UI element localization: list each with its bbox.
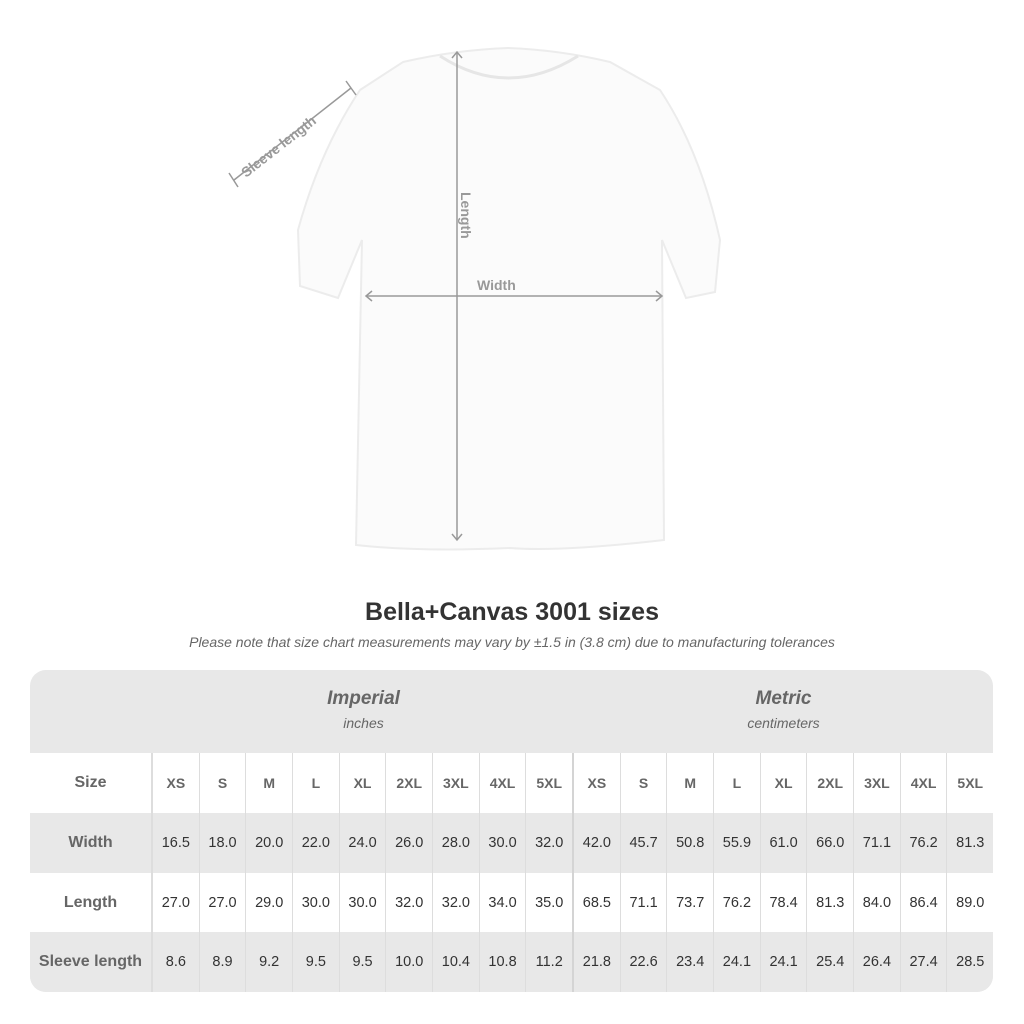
table-cell: 26.0 [386, 813, 434, 873]
table-cell: 89.0 [956, 894, 985, 911]
table-cell: 81.3 [807, 873, 855, 932]
size-header-cell: L [293, 753, 340, 813]
size-header-cell: L [714, 753, 761, 813]
table-cell: 81.3 [956, 835, 985, 851]
table-cell: 8.6 [153, 932, 200, 992]
table-cell: 45.7 [621, 813, 668, 873]
sleeve-length-row: Sleeve length 8.6 8.9 9.2 9.5 9.5 10.0 10.4 10.8… [30, 932, 993, 992]
table-cell: 76.2 [714, 873, 761, 932]
table-cell: 30.0 [293, 873, 340, 932]
measure-lines [228, 50, 664, 542]
metric-unit: centimeters [747, 715, 820, 731]
page-title: Bella+Canvas 3001 sizes [365, 598, 659, 626]
table-cell: 23.4 [667, 932, 715, 992]
table-cell: 55.9 [714, 813, 761, 873]
imperial-unit: inches [343, 715, 384, 731]
table-cell: 76.2 [901, 813, 948, 873]
table-cell: 28.5 [956, 954, 985, 970]
tshirt-illustration: Sleeve length Length Width [228, 46, 722, 551]
size-header-cell: 3XL [854, 753, 901, 813]
table-cell: 24.1 [761, 932, 808, 992]
table-cell: 66.0 [807, 813, 855, 873]
table-cell: 34.0 [480, 873, 527, 932]
size-table: Imperial inches Metric centimeters Size X… [30, 670, 993, 992]
row-label: Length [30, 873, 153, 932]
table-cell: 68.5 [574, 873, 621, 932]
table-cell: 32.0 [526, 813, 575, 873]
collar [439, 54, 579, 80]
table-cell: 9.5 [340, 932, 387, 992]
size-header-cell: 5XL [957, 775, 984, 791]
tolerance-note: Please note that size chart measurements… [189, 634, 835, 650]
imperial-label: Imperial [327, 688, 400, 709]
size-header-cell: 2XL [807, 753, 855, 813]
metric-header: Metric centimeters [574, 670, 993, 753]
sleeve-length-label: Sleeve length [238, 112, 319, 180]
table-cell: 30.0 [340, 873, 387, 932]
size-header-cell: M [667, 753, 715, 813]
table-cell: 78.4 [761, 873, 808, 932]
table-cell: 27.4 [901, 932, 948, 992]
table-cell: 25.4 [807, 932, 855, 992]
table-cell: 84.0 [854, 873, 901, 932]
table-cell: 20.0 [246, 813, 294, 873]
table-cell: 8.9 [200, 932, 247, 992]
metric-label: Metric [755, 688, 812, 709]
table-cell: 61.0 [761, 813, 808, 873]
table-cell: 24.0 [340, 813, 387, 873]
row-label: Sleeve length [30, 932, 153, 992]
imperial-header: Imperial inches [153, 670, 574, 753]
size-header-cell: 2XL [386, 753, 434, 813]
table-cell: 11.2 [526, 932, 575, 992]
tshirt-shape [296, 46, 722, 551]
table-cell: 9.5 [293, 932, 340, 992]
size-header-cell: S [200, 753, 247, 813]
size-header-cell: M [246, 753, 294, 813]
table-cell: 9.2 [246, 932, 294, 992]
table-cell: 42.0 [574, 813, 621, 873]
table-cell: 73.7 [667, 873, 715, 932]
table-cell: 35.0 [526, 873, 575, 932]
table-cell: 71.1 [854, 813, 901, 873]
size-header-cell: XL [761, 753, 808, 813]
table-cell: 86.4 [901, 873, 948, 932]
table-cell: 21.8 [574, 932, 621, 992]
table-cell: 50.8 [667, 813, 715, 873]
table-cell: 29.0 [246, 873, 294, 932]
table-cell: 10.0 [386, 932, 434, 992]
table-cell: 30.0 [480, 813, 527, 873]
width-label: Width [477, 277, 516, 293]
size-header-cell: 5XL [526, 753, 575, 813]
table-cell: 22.0 [293, 813, 340, 873]
table-cell: 32.0 [386, 873, 434, 932]
width-row: Width 16.5 18.0 20.0 22.0 24.0 26.0 28.0 30.0 32.… [30, 813, 993, 873]
length-row: Length 27.0 27.0 29.0 30.0 30.0 32.0 32.0 34.0 35… [30, 873, 993, 932]
table-cell: 24.1 [714, 932, 761, 992]
table-cell: 10.8 [480, 932, 527, 992]
size-header-cell: 4XL [480, 753, 527, 813]
table-cell: 28.0 [433, 813, 480, 873]
length-label: Length [458, 192, 474, 239]
size-header-cell: XS [574, 753, 621, 813]
size-header-cell: 3XL [433, 753, 480, 813]
size-header-cell: S [621, 753, 668, 813]
table-cell: 18.0 [200, 813, 247, 873]
table-cell: 27.0 [153, 873, 200, 932]
size-header-cell: 4XL [901, 753, 948, 813]
table-cell: 26.4 [854, 932, 901, 992]
table-cell: 71.1 [621, 873, 668, 932]
size-header-cell: XL [340, 753, 387, 813]
row-label: Size [30, 753, 153, 813]
table-cell: 10.4 [433, 932, 480, 992]
size-header-cell: XS [153, 753, 200, 813]
row-label: Width [30, 813, 153, 873]
table-cell: 27.0 [200, 873, 247, 932]
table-cell: 32.0 [433, 873, 480, 932]
table-cell: 22.6 [621, 932, 668, 992]
size-row: Size XS S M L XL 2XL 3XL 4XL 5XL XS S M L XL 2XL 3XL 4XL 5… [30, 753, 993, 813]
table-cell: 16.5 [153, 813, 200, 873]
